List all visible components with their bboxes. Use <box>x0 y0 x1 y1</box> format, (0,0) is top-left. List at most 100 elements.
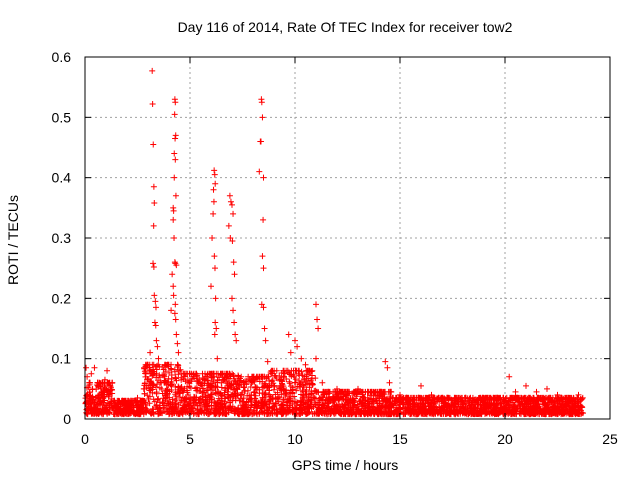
band-point <box>153 402 160 409</box>
band-point <box>549 397 556 404</box>
band-point <box>445 396 452 403</box>
band-point <box>558 394 565 401</box>
data-point <box>298 355 305 362</box>
grid-lines <box>85 57 610 419</box>
data-point <box>554 391 561 398</box>
band-point <box>291 373 298 380</box>
band-point <box>368 389 375 396</box>
band-point <box>221 385 228 392</box>
band-point <box>558 409 565 416</box>
band-point <box>467 407 474 414</box>
band-point <box>320 391 327 398</box>
band-point <box>173 377 180 384</box>
band-point <box>201 388 208 395</box>
band-point <box>133 404 140 411</box>
band-point <box>294 399 301 406</box>
data-point <box>168 307 175 314</box>
data-point <box>386 379 393 386</box>
data-point <box>292 337 298 344</box>
band-point <box>271 383 278 390</box>
data-point <box>171 235 178 241</box>
band-point <box>437 407 444 414</box>
band-point <box>283 389 290 396</box>
band-point <box>250 373 257 380</box>
band-point <box>428 404 435 411</box>
data-point <box>211 167 218 174</box>
band-point <box>227 373 234 380</box>
band-point <box>280 374 287 381</box>
band-point <box>229 397 236 404</box>
band-point <box>262 380 269 387</box>
band-point <box>252 392 259 399</box>
data-point <box>227 198 234 205</box>
band-point <box>427 403 434 410</box>
band-point <box>178 384 185 391</box>
band-point <box>304 405 311 412</box>
band-point <box>263 374 270 381</box>
band-point <box>172 391 179 398</box>
band-point <box>166 369 173 376</box>
band-point <box>219 404 226 411</box>
band-point <box>141 398 148 405</box>
data-point <box>460 397 466 404</box>
band-point <box>259 394 266 401</box>
band-point <box>91 404 98 411</box>
data-point <box>227 235 234 241</box>
band-point <box>330 393 337 400</box>
band-point <box>93 386 100 393</box>
band-point <box>174 363 181 370</box>
band-point <box>177 399 184 406</box>
band-point <box>163 362 170 369</box>
band-point <box>259 384 266 391</box>
band-point <box>269 377 276 384</box>
data-point <box>152 298 159 305</box>
band-point <box>179 389 186 396</box>
band-point <box>152 383 159 390</box>
data-point <box>314 316 321 323</box>
band-point <box>366 403 373 410</box>
band-point <box>187 384 194 391</box>
y-tick-label: 0.2 <box>52 290 72 306</box>
band-point <box>154 396 161 403</box>
band-point <box>287 383 294 390</box>
band-point <box>186 402 193 409</box>
band-point <box>311 387 318 394</box>
data-point <box>172 301 179 308</box>
band-point <box>329 399 336 406</box>
band-point <box>321 403 328 410</box>
data-point <box>150 141 157 148</box>
band-point <box>541 395 548 402</box>
band-point <box>123 405 130 412</box>
data-point <box>384 364 391 371</box>
band-point <box>281 396 288 403</box>
band-point <box>155 408 162 415</box>
data-point <box>211 331 218 338</box>
band-point <box>193 384 200 391</box>
data-point <box>212 295 219 302</box>
band-point <box>240 398 247 405</box>
band-point <box>207 391 214 398</box>
band-point <box>178 409 185 416</box>
band-point <box>282 392 289 399</box>
band-point <box>270 386 277 393</box>
band-point <box>272 391 279 398</box>
band-point <box>469 394 476 401</box>
band-point <box>190 393 197 400</box>
y-axis-label: ROTI / TECUs <box>5 195 21 285</box>
band-point <box>228 392 235 399</box>
x-tick-label: 15 <box>392 431 408 447</box>
data-point <box>230 259 237 266</box>
band-point <box>559 398 566 405</box>
band-point <box>251 406 258 413</box>
band-point <box>441 403 448 410</box>
data-point <box>86 379 93 386</box>
band-point <box>205 410 212 417</box>
data-point <box>512 388 519 395</box>
band-point <box>130 409 137 416</box>
band-point <box>269 410 276 417</box>
band-point <box>217 409 224 416</box>
band-point <box>537 394 544 401</box>
band-point <box>188 370 195 377</box>
band-point <box>141 364 148 371</box>
data-point <box>171 111 178 118</box>
